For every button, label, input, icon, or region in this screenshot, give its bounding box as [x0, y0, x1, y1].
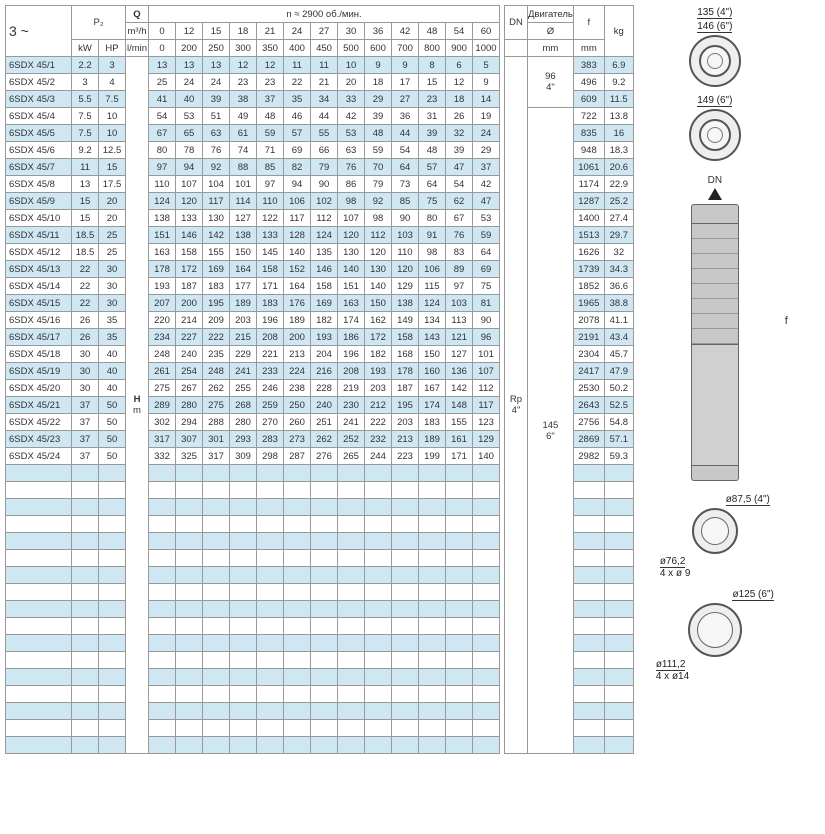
flange-mid-icon	[689, 109, 741, 161]
holes-4x9: 4 x ø 9	[660, 568, 691, 579]
arrow-up-icon	[708, 188, 722, 200]
dim-149: 149 (6")	[697, 95, 732, 107]
dim-146: 146 (6")	[697, 21, 732, 33]
dim-125: ø125 (6")	[732, 589, 773, 601]
dim-135: 135 (4")	[697, 7, 732, 19]
dim-76: ø76,2	[660, 556, 686, 568]
dimension-diagrams: 135 (4") 146 (6") 149 (6") DN f ø87,5 (4…	[634, 5, 790, 754]
small-flange-6-icon	[688, 603, 742, 657]
flange-top-icon	[689, 35, 741, 87]
pump-data-table: 3 ~P₂Qn ≈ 2900 об./мин.DNДвигательfkgm³/…	[5, 5, 634, 754]
table-row: 6SDX 45/12.23Hm131313121211111099865Rp4"…	[6, 57, 634, 74]
pump-drawing-icon	[691, 204, 739, 484]
small-flange-4-icon	[692, 508, 738, 554]
table-row: 6SDX 45/47.51054535149484644423936312619…	[6, 108, 634, 125]
dim-111: ø111,2	[656, 659, 686, 671]
f-label: f	[785, 315, 788, 327]
dim-87: ø87,5 (4")	[726, 494, 770, 506]
dn-label: DN	[640, 175, 790, 186]
holes-4x14: 4 x ø14	[656, 671, 689, 682]
